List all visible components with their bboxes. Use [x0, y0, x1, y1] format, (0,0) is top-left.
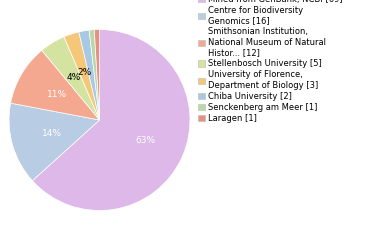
Legend: Mined from GenBank, NCBI [69], Centre for Biodiversity
Genomics [16], Smithsonia: Mined from GenBank, NCBI [69], Centre fo…	[198, 0, 344, 124]
Text: 2%: 2%	[77, 68, 91, 77]
Text: 11%: 11%	[47, 90, 67, 99]
Text: 4%: 4%	[66, 73, 81, 82]
Wedge shape	[9, 103, 100, 181]
Wedge shape	[79, 30, 100, 120]
Wedge shape	[32, 30, 190, 210]
Text: 63%: 63%	[135, 136, 155, 145]
Wedge shape	[94, 30, 100, 120]
Wedge shape	[42, 37, 100, 120]
Wedge shape	[64, 32, 100, 120]
Wedge shape	[89, 30, 100, 120]
Wedge shape	[11, 50, 100, 120]
Text: 14%: 14%	[42, 129, 62, 138]
